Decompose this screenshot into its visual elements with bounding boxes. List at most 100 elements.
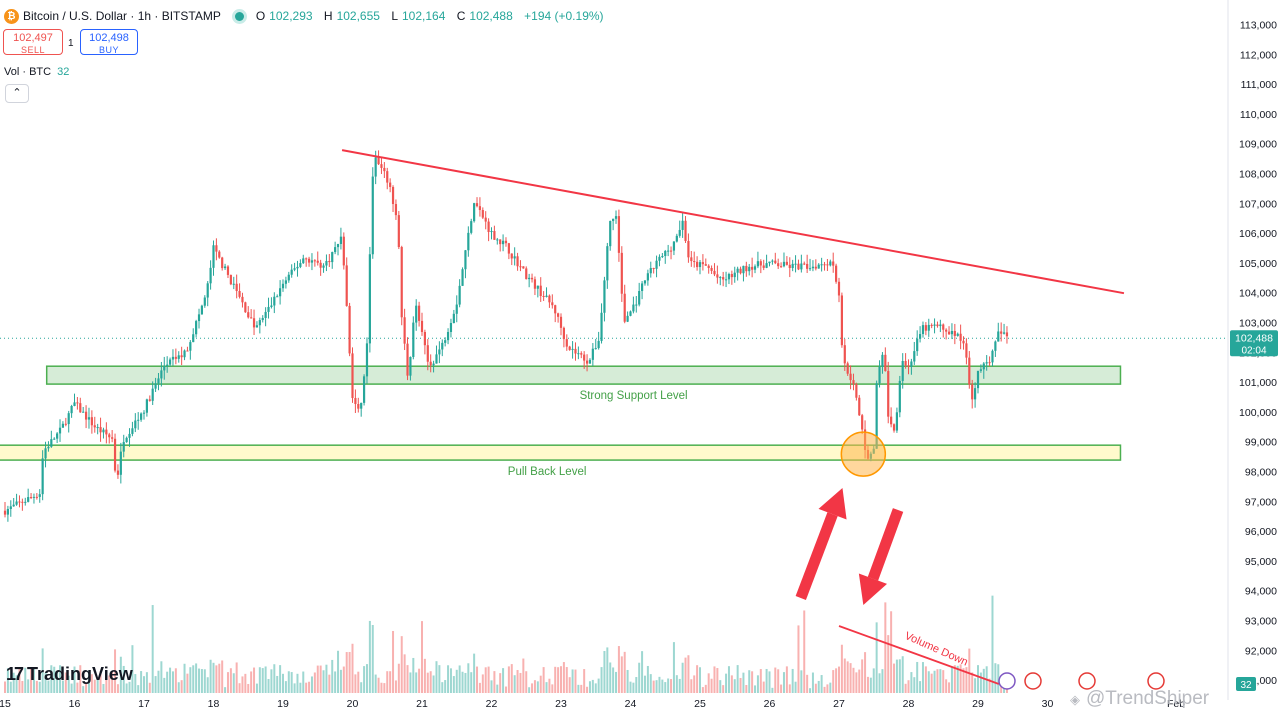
candle-body [79, 403, 82, 413]
candle-body [467, 232, 470, 251]
price-tick-label: 101,000 [1239, 377, 1277, 389]
candle-body [325, 260, 328, 266]
volume-bar [192, 665, 195, 693]
volume-bar [516, 670, 519, 693]
volume-bar [282, 673, 284, 693]
volume-legend[interactable]: Vol · BTC 32 [4, 66, 69, 78]
candle-body [953, 330, 956, 336]
candle-body [684, 220, 687, 241]
candle-body [638, 291, 641, 305]
candle-body [979, 369, 982, 371]
candle-body [418, 305, 421, 321]
last-price-tag-bg [1230, 330, 1278, 357]
price-tick-label: 100,000 [1239, 407, 1277, 419]
candle-body [50, 439, 53, 447]
volume-bar [143, 676, 145, 693]
candle-body [412, 322, 415, 357]
volume-tag-value: 32 [1240, 680, 1252, 691]
candle-body [562, 327, 565, 340]
volume-bar [577, 684, 580, 693]
candle-body [200, 305, 204, 315]
candle-body [693, 261, 696, 263]
buy-button[interactable]: 102,498 BUY [80, 29, 138, 55]
candle-body [667, 250, 670, 252]
volume-bar [421, 621, 423, 693]
candle-body [61, 423, 65, 428]
candle-body [528, 277, 531, 280]
volume-bar [30, 668, 33, 693]
flag-icon [1024, 672, 1042, 690]
candle-body [652, 268, 655, 270]
candle-body [542, 296, 545, 298]
volume-bar [675, 675, 678, 693]
volume-bar [864, 652, 867, 693]
volume-bar [939, 669, 942, 693]
candle-body [313, 260, 316, 262]
volume-bar [316, 665, 319, 693]
volume-bar [887, 635, 890, 693]
candle-body [632, 304, 635, 312]
volume-bar [997, 664, 1000, 693]
candle-body [449, 322, 453, 332]
volume-bar [803, 610, 806, 693]
volume-bar [261, 668, 264, 693]
high-value: 102,655 [336, 9, 380, 23]
candle-body [281, 283, 285, 289]
symbol-title[interactable]: Bitcoin / U.S. Dollar · 1h · BITSTAMP [23, 9, 221, 23]
volume-bar [484, 667, 487, 693]
volume-bar [765, 668, 768, 693]
volume-bar [635, 677, 638, 693]
candle-body [826, 264, 829, 266]
volume-bar [612, 667, 615, 693]
candle-body [519, 266, 522, 268]
volume-bar [76, 682, 79, 693]
price-tick-label: 110,000 [1240, 109, 1277, 121]
candle-body [698, 262, 702, 268]
sell-button[interactable]: 102,497 SELL [3, 29, 63, 55]
volume-bar [15, 675, 18, 693]
candle-body [913, 351, 916, 362]
candles [3, 150, 1009, 522]
volume-bar [907, 680, 910, 693]
candle-body [128, 433, 131, 438]
chevron-up-icon[interactable]: ⌃ [5, 84, 29, 103]
volume-bar [467, 663, 470, 693]
candle-body [160, 370, 163, 379]
volume-bar [148, 682, 151, 693]
candle-body [742, 265, 745, 274]
candle-body [530, 277, 534, 280]
candle-body [290, 269, 293, 275]
change-value: +194 (+0.19%) [524, 9, 604, 23]
candle-body [945, 329, 948, 332]
candle-body [96, 427, 99, 429]
volume-bar [646, 665, 649, 693]
candle-body [574, 348, 577, 354]
volume-bar [994, 663, 997, 693]
candle-body [748, 266, 751, 272]
volume-bar [397, 663, 400, 693]
volume-bar [287, 671, 290, 693]
volume-bar [270, 669, 273, 693]
candle-body [336, 244, 340, 248]
candle-body [629, 311, 632, 316]
support-zone [45, 365, 1122, 385]
candle-body [423, 331, 426, 346]
tradingview-logo[interactable]: 17 TradingView [6, 664, 133, 685]
candle-body [577, 353, 580, 355]
volume-bar [186, 673, 189, 693]
volume-bar [279, 665, 282, 693]
volume-bar [122, 665, 125, 693]
candle-body [968, 357, 971, 385]
candle-body [113, 438, 117, 471]
volume-bar [866, 676, 869, 693]
candle-body [829, 261, 832, 266]
candle-body [351, 353, 354, 399]
candle-body [458, 285, 461, 305]
volume-bar [415, 672, 418, 693]
volume-bar [363, 666, 366, 693]
candle-body [470, 221, 473, 233]
volume-bar [59, 665, 62, 693]
candle-body [82, 411, 85, 413]
candle-body [32, 496, 36, 498]
